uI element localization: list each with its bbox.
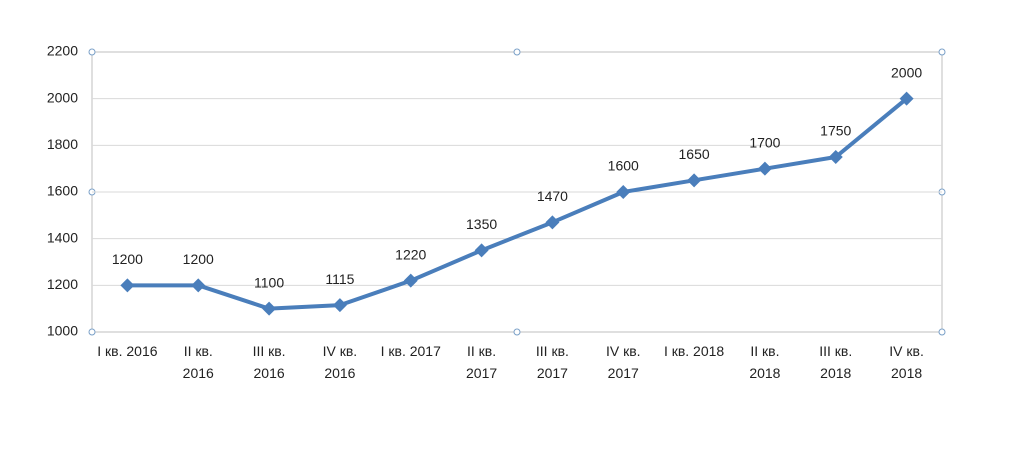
marker [474,243,489,258]
data-label: 1115 [325,271,354,287]
marker [616,185,631,199]
x-tick-label: I кв. 2017 [380,343,441,359]
y-tick-label: 1400 [47,229,78,245]
data-label: 1750 [820,123,851,139]
x-tick-label: I кв. 2018 [663,343,725,359]
marker [120,278,135,293]
x-tick-label: IV кв. 2018 [889,343,924,381]
data-label: 1650 [679,146,710,162]
data-label: 1700 [749,134,780,150]
data-label: 1470 [537,188,568,204]
marker [757,161,772,176]
marker [332,298,347,313]
marker [828,150,843,164]
data-label: 1200 [112,251,143,267]
x-tick-label: I кв. 2016 [97,343,158,359]
marker [191,278,206,293]
x-tick-label: II кв. 2018 [749,343,781,381]
x-tick-label: III кв. 2016 [252,343,286,381]
data-label: 1200 [183,251,214,267]
x-tick-label: III кв. 2018 [819,343,853,381]
y-tick-label: 2200 [47,43,78,59]
x-tick-label: IV кв. 2017 [605,343,641,381]
y-tick-label: 1200 [47,276,78,292]
marker [403,273,418,288]
x-tick-label: IV кв. 2016 [322,343,358,381]
data-label: 1350 [466,216,497,232]
data-label: 2000 [891,64,922,80]
marker [687,173,702,188]
y-tick-label: 2000 [47,89,78,105]
data-label: 1220 [395,246,426,262]
data-label: 1100 [254,274,284,290]
y-tick-label: 1800 [47,136,78,152]
y-tick-label: 1000 [47,323,78,339]
marker [899,91,914,106]
x-tick-label: III кв. 2017 [535,343,569,381]
marker [262,301,277,316]
marker [545,215,560,230]
y-tick-label: 1600 [47,183,78,199]
line [127,97,908,311]
x-tick-label: II кв. 2016 [182,343,214,381]
x-tick-label: II кв. 2017 [466,343,498,381]
data-label: 1600 [608,158,639,174]
